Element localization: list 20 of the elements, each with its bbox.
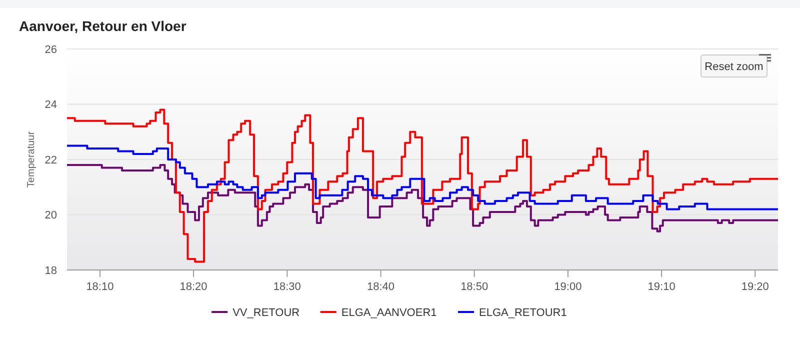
y-tick-label: 24 (44, 99, 57, 112)
legend-label: VV_RETOUR (232, 306, 300, 319)
y-tick-label: 22 (44, 154, 57, 166)
y-tick-label: 20 (44, 210, 57, 222)
x-tick-label: 18:50 (460, 281, 488, 293)
y-axis-title: Temperatuur (26, 130, 37, 188)
x-tick-label: 18:40 (367, 281, 395, 293)
x-tick-label: 18:20 (180, 281, 208, 293)
legend-label: ELGA_RETOUR1 (479, 306, 567, 319)
x-tick-label: 18:10 (86, 281, 114, 293)
x-tick-label: 18:30 (273, 281, 301, 293)
legend-label: ELGA_AANVOER1 (341, 306, 437, 319)
x-tick-label: 19:20 (741, 281, 769, 293)
reset-zoom-button: Reset zoom (700, 54, 768, 78)
chart-title: Aanvoer, Retour en Vloer (19, 18, 187, 34)
y-tick-label: 18 (44, 264, 57, 277)
x-tick-label: 19:10 (648, 281, 676, 293)
y-tick-label: 26 (44, 44, 57, 56)
annotation: Reset zoom (704, 61, 764, 73)
x-tick-label: 19:00 (554, 281, 582, 293)
